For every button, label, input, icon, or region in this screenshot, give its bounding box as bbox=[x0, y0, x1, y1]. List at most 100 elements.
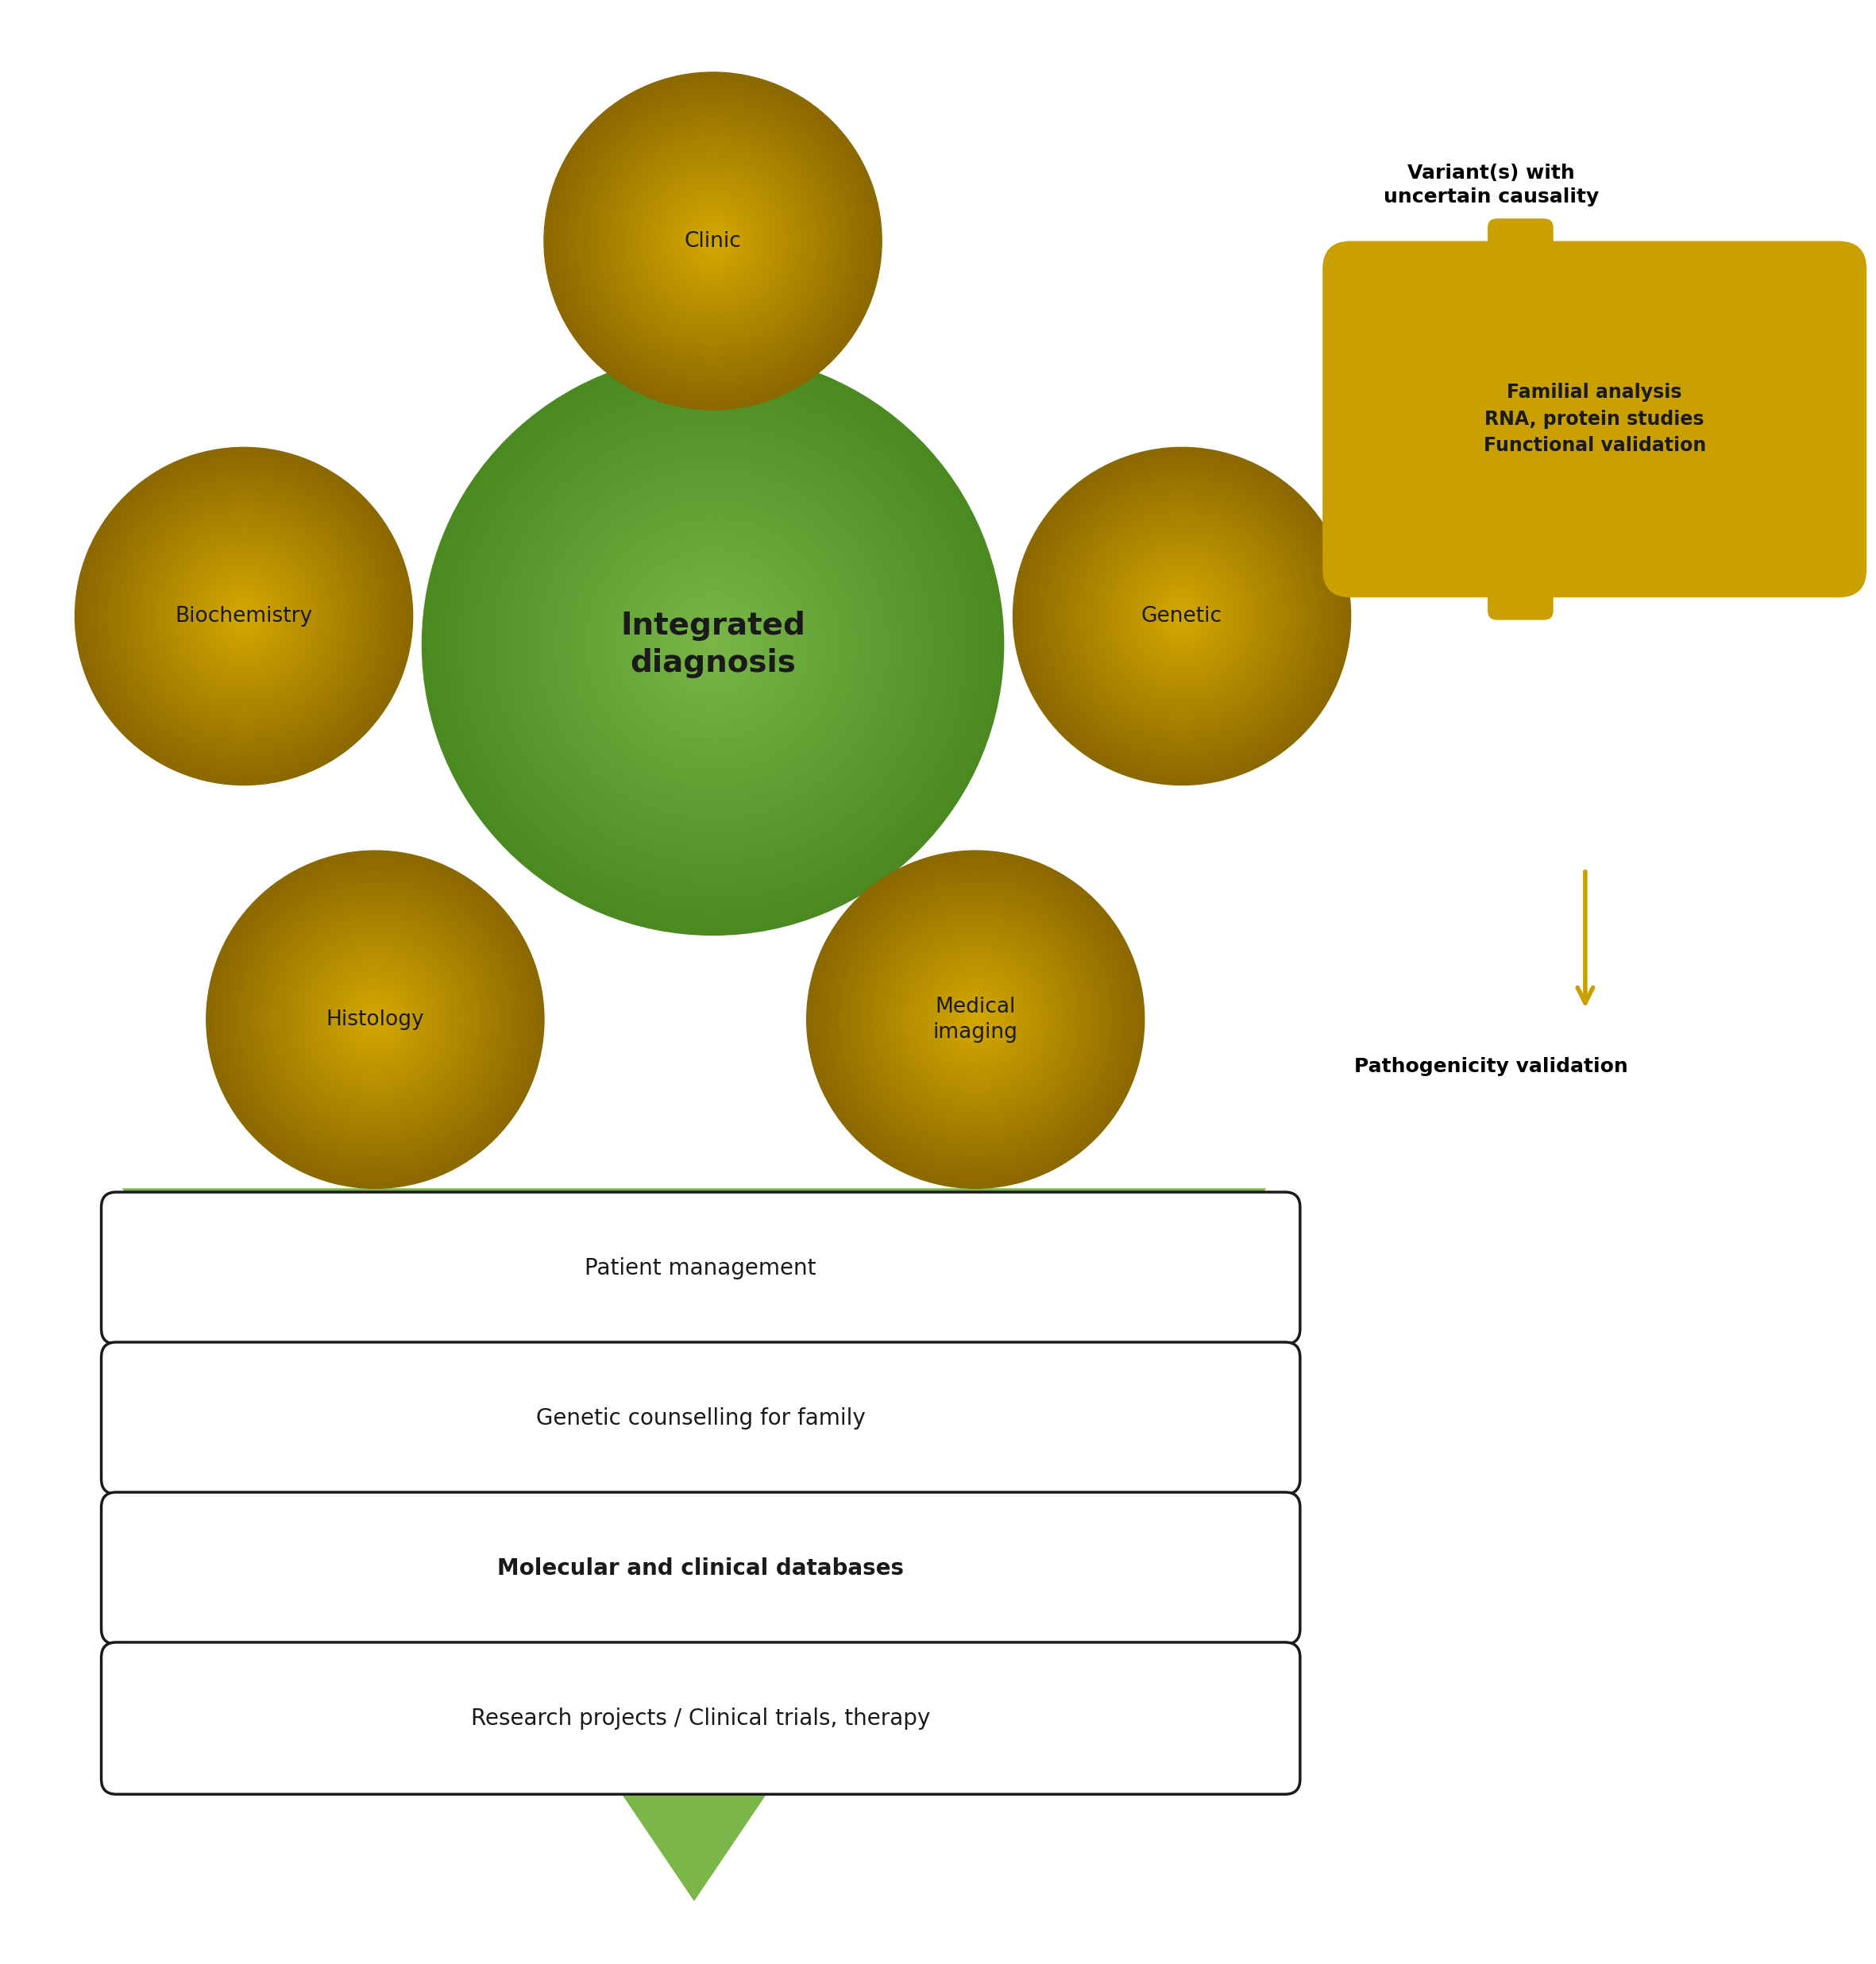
Circle shape bbox=[210, 854, 540, 1184]
Circle shape bbox=[340, 984, 411, 1055]
Circle shape bbox=[313, 958, 437, 1080]
Circle shape bbox=[1161, 595, 1203, 636]
Circle shape bbox=[88, 460, 400, 772]
Circle shape bbox=[628, 562, 797, 729]
Circle shape bbox=[1084, 518, 1279, 713]
Circle shape bbox=[852, 896, 1099, 1143]
Circle shape bbox=[542, 473, 884, 815]
Circle shape bbox=[953, 996, 998, 1043]
Circle shape bbox=[550, 481, 876, 807]
Circle shape bbox=[208, 852, 542, 1186]
Circle shape bbox=[938, 982, 1013, 1057]
Text: Histology: Histology bbox=[326, 1009, 424, 1029]
Circle shape bbox=[595, 124, 831, 359]
Circle shape bbox=[921, 964, 1030, 1074]
Circle shape bbox=[619, 147, 807, 334]
Circle shape bbox=[270, 913, 480, 1125]
Circle shape bbox=[658, 187, 767, 297]
Circle shape bbox=[255, 900, 495, 1139]
Circle shape bbox=[426, 357, 1000, 931]
Circle shape bbox=[608, 136, 818, 346]
Circle shape bbox=[942, 986, 1009, 1053]
Circle shape bbox=[291, 935, 460, 1104]
Circle shape bbox=[959, 1004, 992, 1037]
Circle shape bbox=[809, 852, 1142, 1186]
Circle shape bbox=[1034, 469, 1330, 764]
Circle shape bbox=[578, 106, 848, 375]
Circle shape bbox=[139, 511, 349, 721]
Circle shape bbox=[638, 165, 788, 316]
Circle shape bbox=[98, 471, 390, 762]
Circle shape bbox=[923, 966, 1028, 1072]
Circle shape bbox=[281, 927, 469, 1112]
Circle shape bbox=[84, 456, 403, 776]
Circle shape bbox=[510, 440, 915, 848]
Circle shape bbox=[600, 532, 825, 756]
Circle shape bbox=[454, 387, 972, 901]
Circle shape bbox=[1146, 579, 1218, 652]
Circle shape bbox=[371, 1015, 379, 1023]
Circle shape bbox=[1019, 454, 1345, 778]
Circle shape bbox=[538, 469, 887, 819]
Circle shape bbox=[261, 905, 490, 1133]
Circle shape bbox=[552, 81, 872, 401]
Circle shape bbox=[597, 126, 829, 357]
Circle shape bbox=[143, 515, 345, 717]
Text: Pathogenicity validation: Pathogenicity validation bbox=[1354, 1057, 1628, 1076]
Text: Biochemistry: Biochemistry bbox=[174, 605, 313, 627]
Circle shape bbox=[645, 173, 780, 308]
Circle shape bbox=[163, 536, 325, 697]
Circle shape bbox=[679, 208, 747, 275]
Circle shape bbox=[696, 224, 730, 257]
Circle shape bbox=[221, 593, 266, 640]
Circle shape bbox=[244, 888, 507, 1151]
Circle shape bbox=[1171, 605, 1193, 627]
Circle shape bbox=[1067, 503, 1296, 731]
Circle shape bbox=[499, 430, 927, 858]
Circle shape bbox=[964, 1009, 987, 1029]
Circle shape bbox=[557, 489, 869, 801]
Circle shape bbox=[268, 911, 482, 1127]
Circle shape bbox=[889, 933, 1062, 1106]
Circle shape bbox=[961, 1006, 991, 1035]
Circle shape bbox=[1052, 487, 1311, 744]
Polygon shape bbox=[612, 1779, 777, 1901]
Circle shape bbox=[698, 630, 728, 658]
Circle shape bbox=[1069, 505, 1294, 729]
Circle shape bbox=[109, 481, 379, 752]
Circle shape bbox=[662, 191, 764, 293]
Circle shape bbox=[955, 998, 996, 1041]
Circle shape bbox=[1051, 485, 1313, 746]
Circle shape bbox=[559, 86, 867, 395]
Text: Genetic counselling for family: Genetic counselling for family bbox=[537, 1406, 865, 1430]
Circle shape bbox=[908, 953, 1043, 1086]
Circle shape bbox=[285, 929, 465, 1110]
Circle shape bbox=[870, 913, 1081, 1125]
Circle shape bbox=[1096, 530, 1268, 703]
Circle shape bbox=[812, 856, 1139, 1182]
Circle shape bbox=[846, 892, 1105, 1149]
Circle shape bbox=[225, 597, 263, 634]
Circle shape bbox=[174, 546, 313, 685]
Circle shape bbox=[173, 544, 315, 687]
Circle shape bbox=[330, 976, 420, 1064]
Circle shape bbox=[334, 978, 418, 1063]
Circle shape bbox=[1092, 526, 1272, 707]
Circle shape bbox=[576, 104, 850, 379]
Circle shape bbox=[867, 909, 1084, 1129]
Text: Research projects / Clinical trials, therapy: Research projects / Clinical trials, the… bbox=[471, 1707, 930, 1730]
Circle shape bbox=[238, 611, 250, 623]
Circle shape bbox=[527, 460, 899, 829]
Circle shape bbox=[634, 163, 792, 318]
Circle shape bbox=[642, 169, 784, 312]
Circle shape bbox=[829, 874, 1122, 1165]
Circle shape bbox=[488, 418, 938, 870]
Circle shape bbox=[707, 236, 719, 247]
Circle shape bbox=[338, 982, 413, 1057]
Circle shape bbox=[180, 554, 308, 680]
Circle shape bbox=[531, 464, 895, 827]
Circle shape bbox=[1079, 513, 1285, 719]
Circle shape bbox=[854, 898, 1097, 1141]
Circle shape bbox=[673, 200, 752, 281]
Circle shape bbox=[257, 901, 493, 1137]
